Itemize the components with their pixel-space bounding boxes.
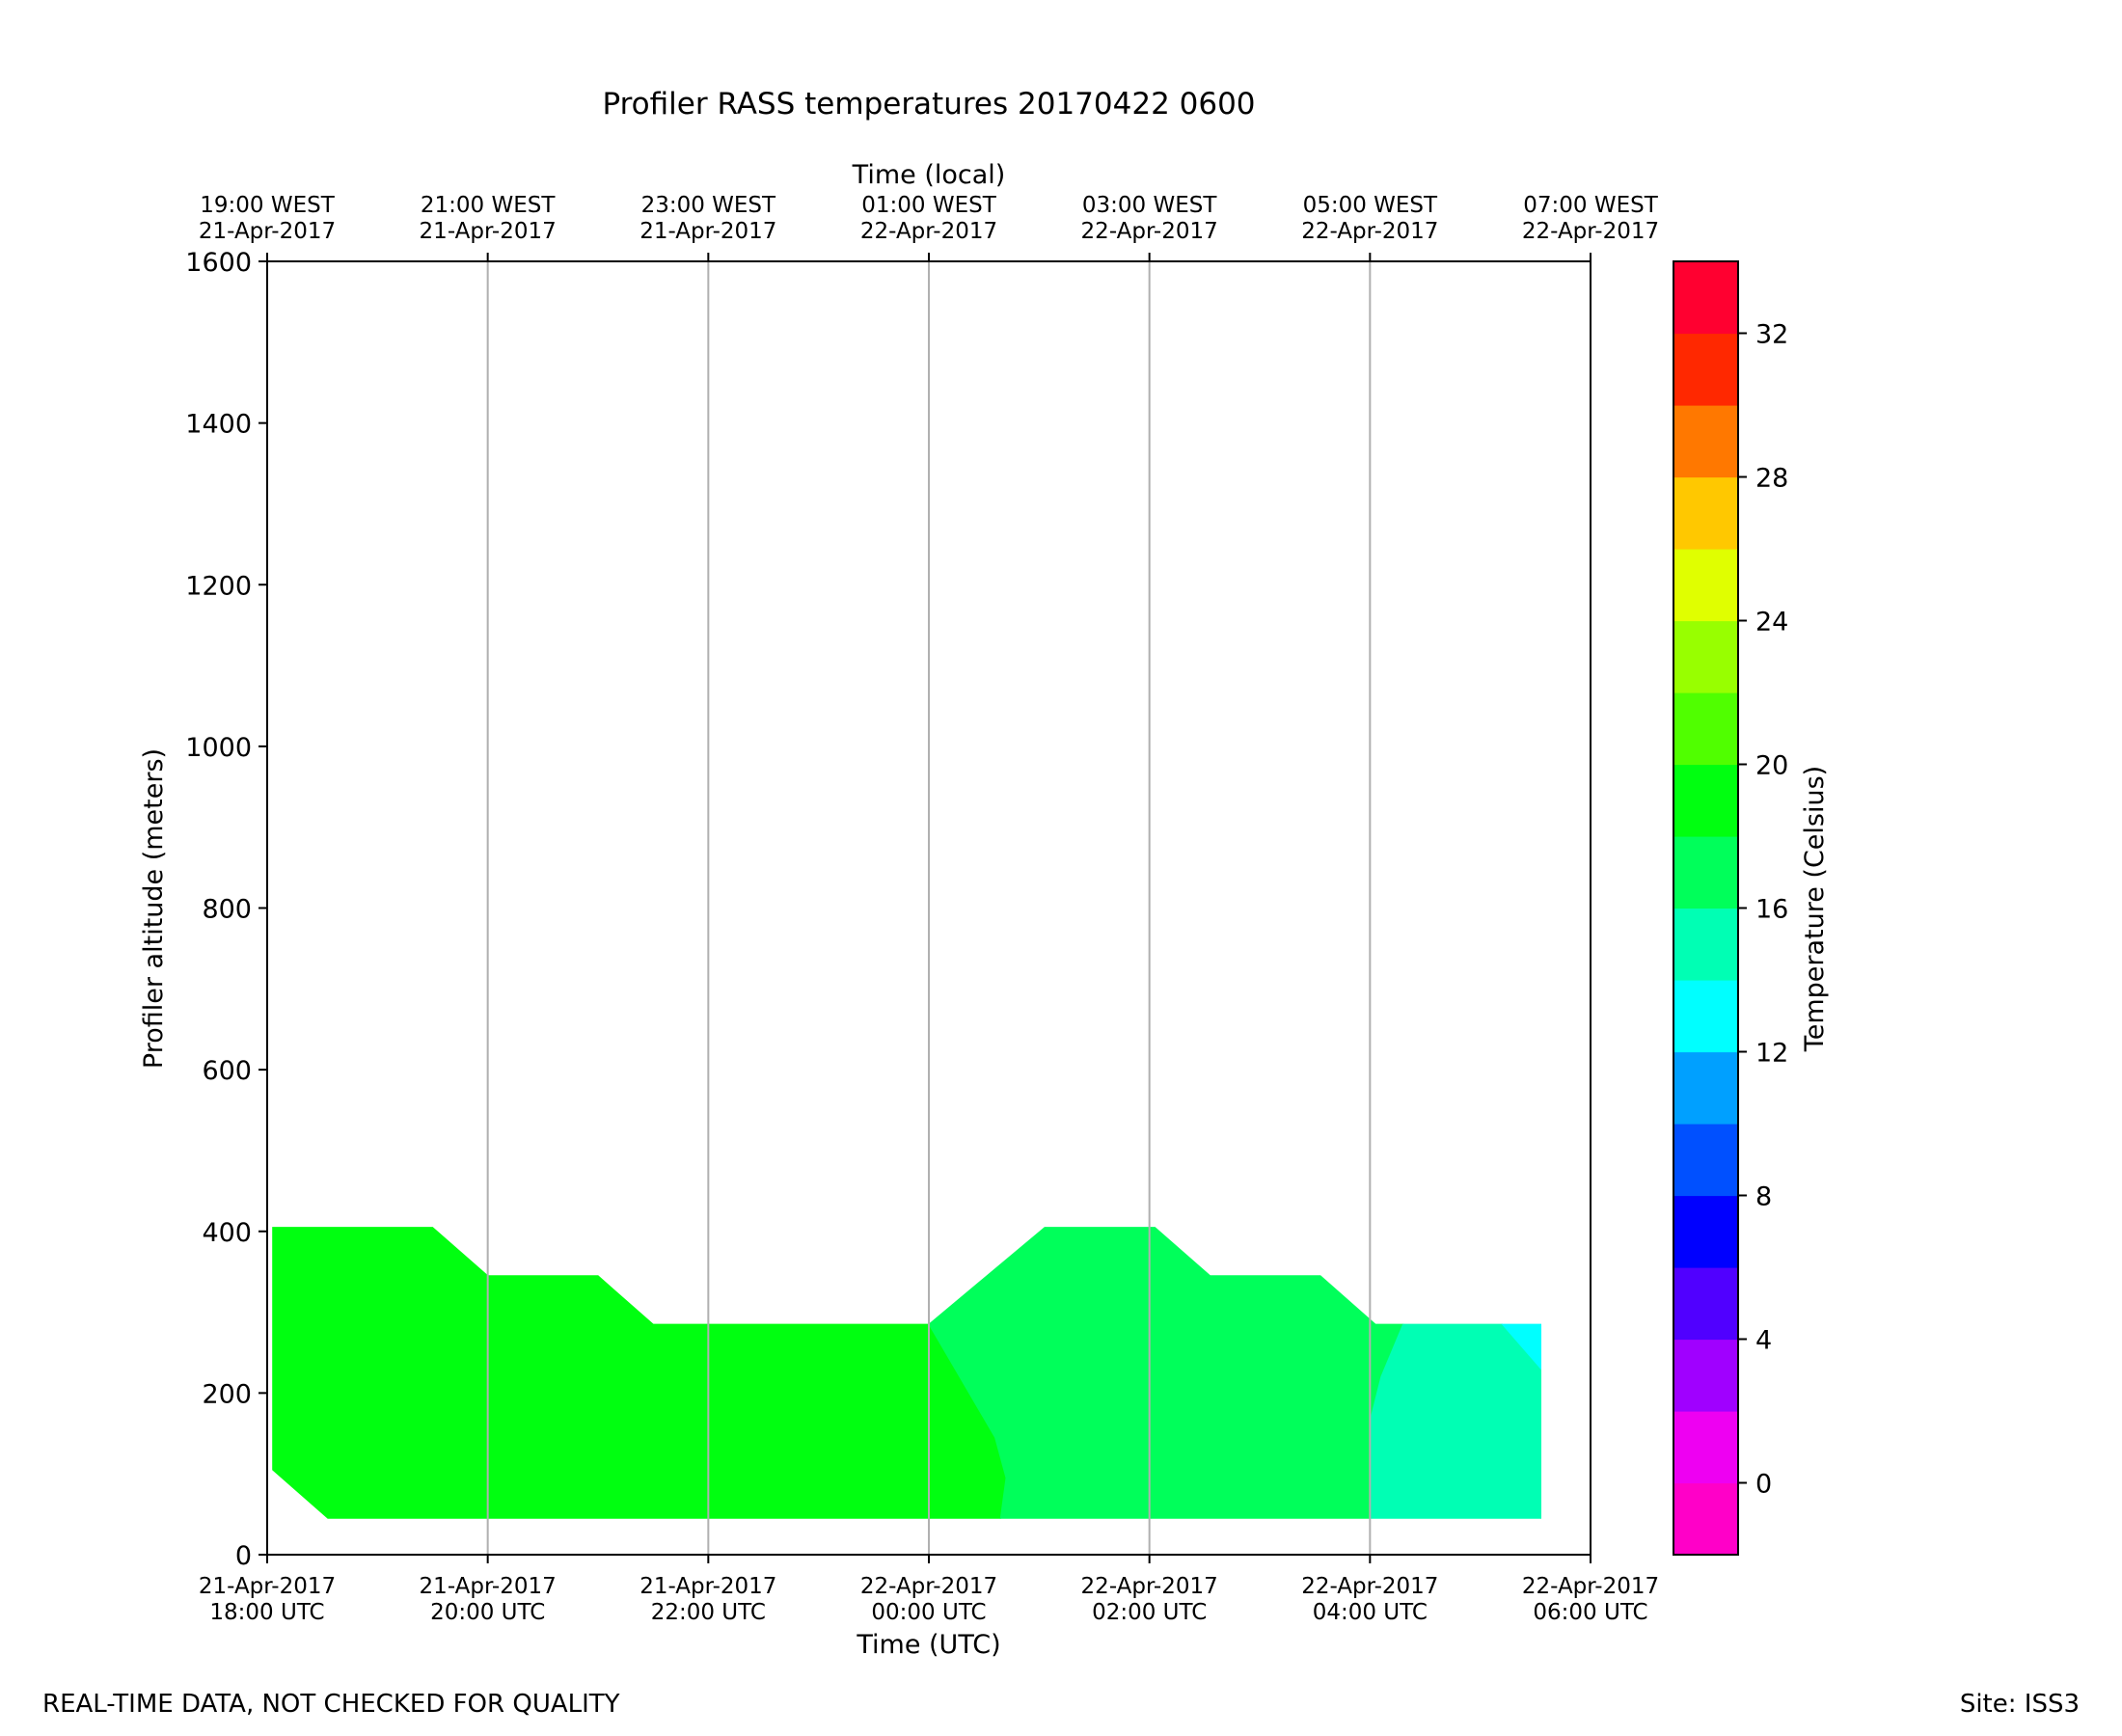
colorbar-band-12 (1673, 620, 1738, 693)
y-tick-label-8: 1600 (185, 248, 252, 278)
colorbar-band-17 (1673, 261, 1738, 335)
colorbar-band-15 (1673, 405, 1738, 478)
contour-regions (272, 1227, 1541, 1519)
x-tick-bottom-time-1: 20:00 UTC (430, 1600, 545, 1625)
colorbar-tick-label-2: 8 (1755, 1182, 1772, 1212)
colorbar-tick-label-0: 0 (1755, 1470, 1772, 1500)
x-tick-top-time-4: 03:00 WEST (1082, 193, 1217, 218)
x-tick-bottom-time-3: 00:00 UTC (871, 1600, 986, 1625)
x-axis-label: Time (UTC) (856, 1630, 1000, 1660)
x-tick-bottom-time-0: 18:00 UTC (209, 1600, 324, 1625)
x-tick-top-date-2: 21-Apr-2017 (639, 219, 776, 244)
grid-lines (486, 261, 1372, 1555)
colorbar-band-9 (1673, 836, 1738, 909)
y-tick-label-4: 800 (202, 895, 252, 925)
x-tick-bottom-time-2: 22:00 UTC (651, 1600, 766, 1625)
x-tick-top-date-6: 22-Apr-2017 (1522, 219, 1659, 244)
colorbar-band-14 (1673, 476, 1738, 550)
y-tick-label-5: 1000 (185, 733, 252, 763)
contour-region-2 (1369, 1323, 1541, 1519)
y-tick-label-7: 1400 (185, 410, 252, 440)
colorbar-tick-label-6: 24 (1755, 608, 1788, 637)
x-tick-top-date-1: 21-Apr-2017 (420, 219, 557, 244)
colorbar-band-6 (1673, 1051, 1738, 1125)
y-tick-label-1: 200 (202, 1379, 252, 1409)
y-tick-label-3: 600 (202, 1056, 252, 1086)
x-tick-top-time-5: 05:00 WEST (1303, 193, 1438, 218)
colorbar-band-11 (1673, 692, 1738, 766)
x-tick-top-time-0: 19:00 WEST (200, 193, 335, 218)
footer-disclaimer: REAL-TIME DATA, NOT CHECKED FOR QUALITY (42, 1690, 620, 1719)
colorbar-band-3 (1673, 1267, 1738, 1341)
footer-site: Site: ISS3 (1959, 1690, 2080, 1719)
colorbar-band-7 (1673, 980, 1738, 1053)
x-tick-top-date-4: 22-Apr-2017 (1081, 219, 1218, 244)
x-tick-top-time-3: 01:00 WEST (861, 193, 996, 218)
y-tick-label-2: 400 (202, 1218, 252, 1248)
colorbar-band-4 (1673, 1195, 1738, 1268)
x-tick-bottom-date-1: 21-Apr-2017 (420, 1574, 557, 1599)
colorbar-tick-label-1: 4 (1755, 1326, 1772, 1356)
x-tick-bottom-date-5: 22-Apr-2017 (1301, 1574, 1438, 1599)
colorbar-tick-label-8: 32 (1755, 320, 1788, 350)
x-tick-bottom-time-6: 06:00 UTC (1533, 1600, 1647, 1625)
colorbar-band-16 (1673, 333, 1738, 406)
y-tick-label-6: 1200 (185, 571, 252, 601)
x-tick-bottom-date-4: 22-Apr-2017 (1081, 1574, 1218, 1599)
colorbar-tick-label-5: 20 (1755, 751, 1788, 781)
colorbar-band-1 (1673, 1411, 1738, 1484)
x-tick-bottom-time-5: 04:00 UTC (1313, 1600, 1428, 1625)
colorbar-label: Temperature (Celsius) (1800, 766, 1830, 1052)
x-axis-top-label: Time (local) (852, 160, 1006, 190)
x-tick-top-date-3: 22-Apr-2017 (860, 219, 997, 244)
colorbar-band-5 (1673, 1124, 1738, 1197)
colorbar-band-0 (1673, 1482, 1738, 1556)
contour-region-0 (272, 1227, 1007, 1519)
x-tick-bottom-date-6: 22-Apr-2017 (1522, 1574, 1659, 1599)
colorbar-tick-label-7: 28 (1755, 464, 1788, 494)
colorbar-tick-label-3: 12 (1755, 1039, 1788, 1069)
chart-title: Profiler RASS temperatures 20170422 0600 (602, 87, 1255, 122)
y-axis-label: Profiler altitude (meters) (139, 748, 169, 1069)
colorbar: 0 4 8 12 16 20 24 28 32 (1673, 260, 1788, 1556)
colorbar-band-10 (1673, 764, 1738, 837)
x-tick-bottom-date-2: 21-Apr-2017 (639, 1574, 776, 1599)
x-tick-bottom-time-4: 02:00 UTC (1092, 1600, 1207, 1625)
x-tick-top-time-6: 07:00 WEST (1523, 193, 1658, 218)
colorbar-band-2 (1673, 1339, 1738, 1412)
x-tick-bottom-date-0: 21-Apr-2017 (199, 1574, 336, 1599)
x-tick-top-date-0: 21-Apr-2017 (199, 219, 336, 244)
x-tick-top-date-5: 22-Apr-2017 (1301, 219, 1438, 244)
colorbar-tick-label-4: 16 (1755, 895, 1788, 925)
x-tick-bottom-date-3: 22-Apr-2017 (860, 1574, 997, 1599)
x-tick-top-time-2: 23:00 WEST (641, 193, 776, 218)
contour-region-3 (1501, 1323, 1541, 1370)
y-tick-label-0: 0 (235, 1541, 252, 1571)
x-tick-top-time-1: 21:00 WEST (421, 193, 556, 218)
colorbar-band-13 (1673, 549, 1738, 622)
colorbar-band-8 (1673, 908, 1738, 981)
